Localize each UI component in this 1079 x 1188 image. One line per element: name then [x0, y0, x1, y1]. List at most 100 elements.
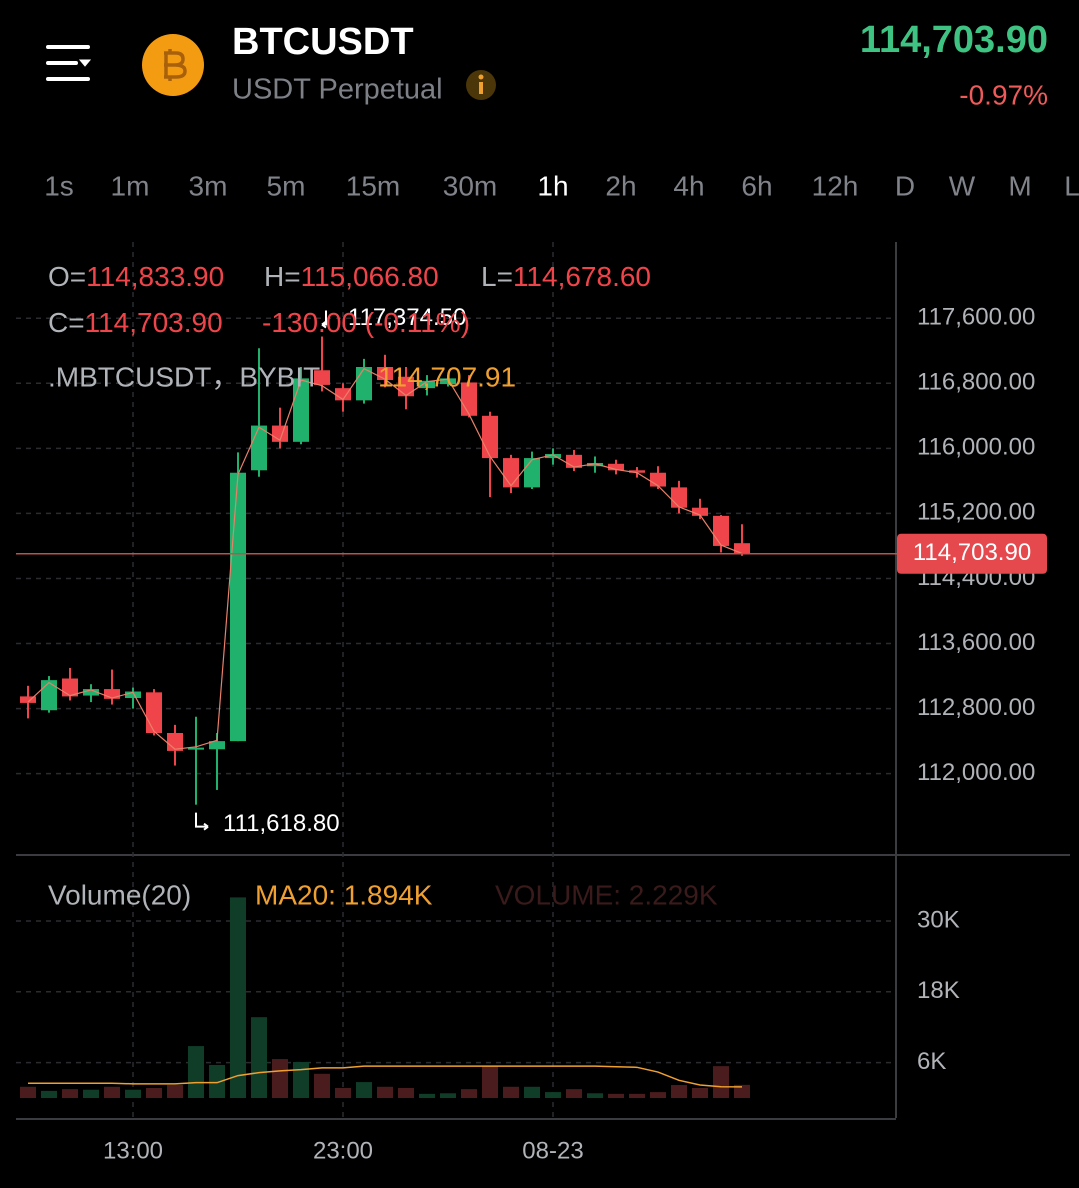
symbol-subtitle: USDT Perpetual [232, 74, 443, 106]
volume-bar [545, 1092, 561, 1098]
y-tick-label: 116,000.00 [917, 434, 1035, 461]
indicator-name: .MBTCUSDT，BYBIT [48, 361, 320, 392]
timeframe[interactable]: 4h [673, 170, 704, 201]
timeframe[interactable]: 1s [44, 170, 74, 201]
timeframe[interactable]: 15m [346, 170, 400, 201]
volume-bar [20, 1086, 36, 1098]
symbol-title: BTCUSDT [232, 21, 414, 63]
volume-bar [482, 1066, 498, 1098]
y-tick-label: 18K [917, 977, 960, 1004]
volume-bar [608, 1093, 624, 1098]
volume-bar [440, 1093, 456, 1098]
volume-bar [104, 1086, 120, 1098]
candle-body [251, 425, 267, 471]
timeframe[interactable]: W [949, 170, 976, 201]
timeframe[interactable]: D [895, 170, 915, 201]
ohlc-value: 114,833.90 [86, 261, 224, 292]
high-pointer [321, 310, 327, 329]
volume-bar [314, 1073, 330, 1098]
volume-bar [461, 1089, 477, 1098]
candle-change: -130.00 (-0.11%) [262, 307, 470, 338]
timeframe[interactable]: M [1008, 170, 1031, 201]
candle-body [608, 463, 624, 471]
volume-bar [188, 1046, 204, 1098]
candle-body [713, 515, 729, 546]
candle-body [524, 458, 540, 488]
price-change: -0.97% [959, 79, 1048, 110]
timeframe[interactable]: 3m [189, 170, 228, 201]
timeframe[interactable]: 1m [111, 170, 150, 201]
volume-bar [209, 1064, 225, 1098]
low-label: 111,618.80 [223, 810, 340, 837]
volume-bar [398, 1087, 414, 1098]
volume-bar [524, 1086, 540, 1098]
volume-bar [356, 1082, 372, 1098]
candle-body [230, 472, 246, 742]
volume-bar [230, 897, 246, 1098]
candle-body [62, 678, 78, 697]
y-tick-label: 112,800.00 [917, 694, 1035, 721]
candle-body [587, 462, 603, 467]
candle-body [419, 380, 435, 389]
close-row: C=114,703.90 -130.00 (-0.11%) [48, 307, 470, 338]
timeframe[interactable]: 6h [741, 170, 772, 201]
candle-body [398, 376, 414, 397]
candle-body [125, 691, 141, 699]
candle-body [440, 378, 456, 385]
volume-value-legend: VOLUME: 2.229K [495, 879, 718, 910]
candle-body [209, 741, 225, 750]
ohlc-label: H= [264, 261, 301, 292]
volume-bar [566, 1089, 582, 1098]
y-tick-label: 116,800.00 [917, 369, 1035, 396]
volume-bar [692, 1087, 708, 1098]
indicator-value: 114,707.91 [378, 361, 516, 392]
ohlc-value: 115,066.80 [301, 261, 439, 292]
timeframe[interactable]: 5m [267, 170, 306, 201]
volume-bar [629, 1093, 645, 1098]
timeframe[interactable]: 12h [812, 170, 859, 201]
y-tick-label: 112,000.00 [917, 759, 1035, 786]
volume-bar [671, 1085, 687, 1098]
volume-bar [167, 1085, 183, 1098]
menu-arrow [78, 59, 92, 67]
ohlc-value: 114,703.90 [85, 307, 223, 338]
timeframe[interactable]: L [1064, 170, 1079, 201]
timeframe[interactable]: 30m [443, 170, 497, 201]
volume-bar [251, 1017, 267, 1098]
volume-bar [335, 1087, 351, 1098]
mark-price-line [27, 367, 743, 750]
timeframe[interactable]: 2h [605, 170, 636, 201]
info-stem [479, 82, 483, 94]
info-button[interactable] [466, 70, 496, 100]
menu-button[interactable] [46, 45, 92, 81]
ohlc-value: 114,678.60 [513, 261, 651, 292]
y-tick-label: 113,600.00 [917, 629, 1035, 656]
low-pointer [195, 812, 209, 831]
candle-body [104, 689, 120, 699]
last-price-tag-label: 114,703.90 [913, 539, 1031, 566]
candle-body [293, 378, 309, 442]
candle-body [503, 458, 519, 488]
candle-body [482, 415, 498, 459]
x-tick-label: 08-23 [522, 1137, 583, 1164]
timeframe-bar: 1s 1m 3m 5m 15m 30m 1h 2h 4h 6h 12h D W M L [44, 170, 1079, 201]
candle-body [41, 680, 57, 711]
candle-body [146, 692, 162, 733]
x-tick-label: 23:00 [313, 1137, 373, 1164]
candle-body [188, 747, 204, 750]
volume-bar [83, 1089, 99, 1098]
volume-bar [293, 1062, 309, 1098]
volume-bar [272, 1059, 288, 1098]
candle-body [650, 472, 666, 487]
candle-body [314, 370, 330, 385]
volume-bar [419, 1093, 435, 1098]
candle-body [629, 470, 645, 473]
info-dot [478, 74, 484, 80]
candle-body [692, 507, 708, 516]
ohlc-label: O= [48, 261, 86, 292]
timeframe[interactable]: 1h [537, 170, 568, 201]
volume-bar [125, 1089, 141, 1098]
candle-body [545, 454, 561, 459]
